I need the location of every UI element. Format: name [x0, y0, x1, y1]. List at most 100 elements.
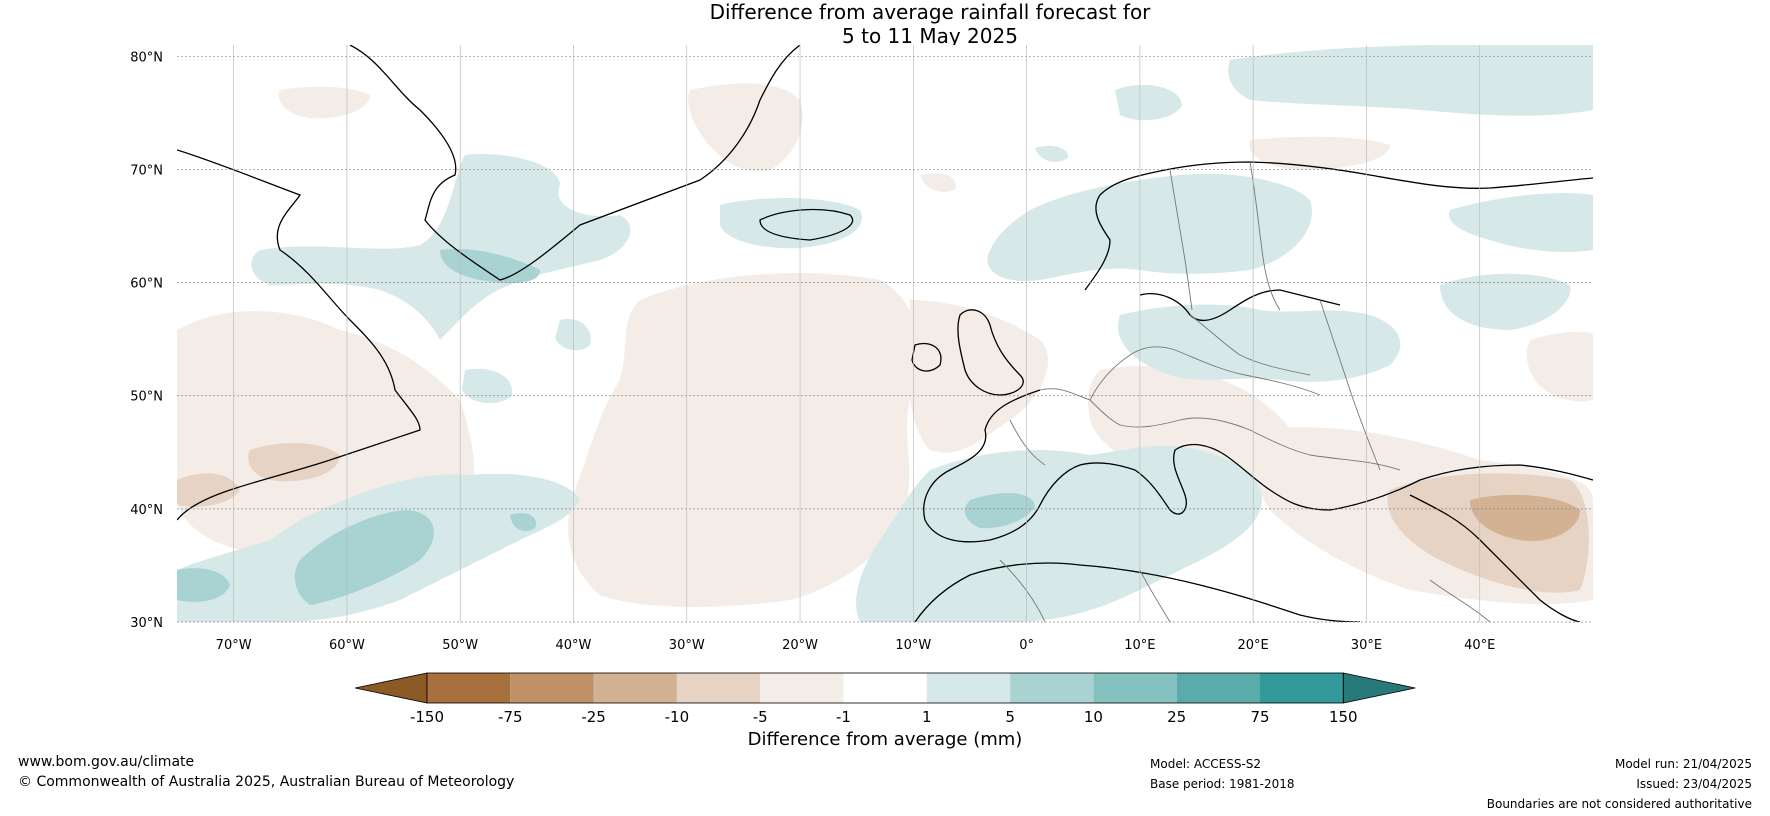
- north-africa-coast: [914, 562, 1361, 622]
- dry-region-uk: [908, 300, 1049, 453]
- border-10: [1009, 419, 1046, 466]
- ireland-coast: [911, 342, 942, 372]
- wet-region-atlantic-spot-2: [462, 368, 513, 404]
- gridlines: [177, 45, 1593, 623]
- wet-region-atlantic-spot-1: [555, 319, 591, 351]
- border-4: [1119, 417, 1251, 431]
- longitude-label: 30°W: [669, 638, 705, 653]
- footer-website[interactable]: www.bom.gov.au/climate: [18, 754, 195, 770]
- latitude-labels: 80°N 70°N 60°N 50°N 40°N 30°N: [130, 50, 163, 631]
- wet-region-scandinavia: [987, 173, 1312, 281]
- footer-model: Model: ACCESS-S2: [1150, 757, 1262, 771]
- colorbar-extend-high: [1342, 672, 1416, 704]
- dry-region-russia: [1526, 331, 1593, 402]
- colorbar-tick-label: -150: [410, 708, 444, 726]
- colorbar-tick-label: -10: [665, 708, 690, 726]
- border-5: [1249, 429, 1401, 471]
- longitude-label: 60°W: [329, 638, 365, 653]
- border-6: [1189, 314, 1311, 376]
- longitude-label: 70°W: [216, 638, 252, 653]
- border-9: [1249, 161, 1281, 311]
- coastlines: [177, 45, 1593, 622]
- baltic-coast: [1139, 289, 1341, 322]
- colorbar-tick-label: -25: [581, 708, 606, 726]
- anomaly-shading: [177, 45, 1593, 622]
- dry-region-central-atlantic: [568, 272, 920, 607]
- colorbar-tick-label: 1: [922, 708, 932, 726]
- border-13: [1429, 579, 1491, 622]
- iceland-coast: [759, 208, 854, 241]
- colorbar-tick-label: 25: [1167, 708, 1186, 726]
- colorbar-segment: [510, 673, 594, 703]
- wet-region-poland: [1118, 304, 1401, 382]
- longitude-label: 40°E: [1464, 638, 1495, 653]
- border-11: [999, 559, 1046, 622]
- wet-region-greenland-sea-spot: [1115, 85, 1182, 121]
- colorbar-segment: [1010, 673, 1094, 703]
- colorbar-tick-label: -1: [836, 708, 851, 726]
- latitude-label: 70°N: [130, 163, 163, 178]
- longitude-label: 10°W: [895, 638, 931, 653]
- europe-south-coast: [923, 389, 1593, 543]
- wet-region-russia-north: [1449, 193, 1593, 252]
- title-line-2: 5 to 11 May 2025: [842, 24, 1018, 48]
- longitude-label: 50°W: [442, 638, 478, 653]
- longitude-label: 40°W: [556, 638, 592, 653]
- colorbar-segment: [760, 673, 844, 703]
- longitude-label: 30°E: [1351, 638, 1382, 653]
- wet-region-south-greenland: [440, 249, 540, 283]
- dry-region-greenland-sea: [688, 83, 803, 171]
- colorbar-segment: [1260, 673, 1344, 703]
- dry-region-jan-mayen: [920, 173, 956, 192]
- map-title: Difference from average rainfall forecas…: [0, 0, 1770, 48]
- wet-region-russia-central: [1440, 273, 1571, 330]
- colorbar-outline: [426, 672, 1344, 704]
- longitude-label: 20°W: [782, 638, 818, 653]
- footer-disclaimer: Boundaries are not considered authoritat…: [1486, 797, 1752, 811]
- wet-region-svalbard-spot: [1035, 145, 1069, 162]
- longitude-labels: 70°W 60°W 50°W 40°W 30°W 20°W 10°W 0° 10°E 20°E 30…: [216, 638, 1496, 653]
- longitude-label: 20°E: [1238, 638, 1269, 653]
- colorbar-title: Difference from average (mm): [748, 729, 1023, 750]
- colorbar-tick-label: 10: [1084, 708, 1103, 726]
- colorbar-extend-low: [354, 672, 428, 704]
- wet-region-svalbard: [1228, 45, 1593, 116]
- north-america-coast: [177, 149, 421, 521]
- scandinavia-coast: [1084, 161, 1593, 291]
- colorbar-segment: [843, 673, 927, 703]
- wet-region-iberia-core: [964, 493, 1035, 529]
- colorbar-segment: [1093, 673, 1177, 703]
- colorbar-segment: [1176, 673, 1260, 703]
- dry-region-nova-scotia: [248, 443, 340, 482]
- border-12: [1139, 569, 1171, 622]
- border-7: [1319, 299, 1381, 471]
- colorbar-tick-label: -5: [753, 708, 768, 726]
- footer-base-period: Base period: 1981-2018: [1150, 777, 1295, 791]
- border-3: [1174, 349, 1321, 396]
- footer-issued: Issued: 23/04/2025: [1636, 777, 1752, 791]
- dry-region-caucasus: [1470, 494, 1580, 541]
- title-line-1: Difference from average rainfall forecas…: [709, 0, 1151, 24]
- latitude-label: 60°N: [130, 277, 163, 292]
- dry-region-newfoundland: [177, 473, 240, 507]
- colorbar-segment: [427, 673, 511, 703]
- wet-region-azores-core: [294, 510, 434, 605]
- colorbar-segment: [593, 673, 677, 703]
- wet-region-west-spot: [177, 568, 230, 602]
- latitude-label: 30°N: [130, 616, 163, 631]
- wet-region-mediterranean: [856, 445, 1262, 622]
- levant-coast: [1409, 494, 1581, 622]
- longitude-label: 10°E: [1124, 638, 1155, 653]
- latitude-label: 50°N: [130, 390, 163, 405]
- longitude-label: 0°: [1019, 638, 1034, 653]
- colorbar-tick-label: -75: [498, 708, 523, 726]
- colorbar-tick-label: 75: [1250, 708, 1269, 726]
- country-borders: [999, 161, 1491, 622]
- border-8: [1169, 169, 1193, 311]
- wet-region-azores-spot: [510, 513, 536, 532]
- footer-model-run: Model run: 21/04/2025: [1614, 757, 1752, 771]
- dry-region-barents: [1249, 136, 1390, 170]
- footer-copyright: © Commonwealth of Australia 2025, Austra…: [18, 774, 515, 790]
- colorbar-segment: [676, 673, 761, 703]
